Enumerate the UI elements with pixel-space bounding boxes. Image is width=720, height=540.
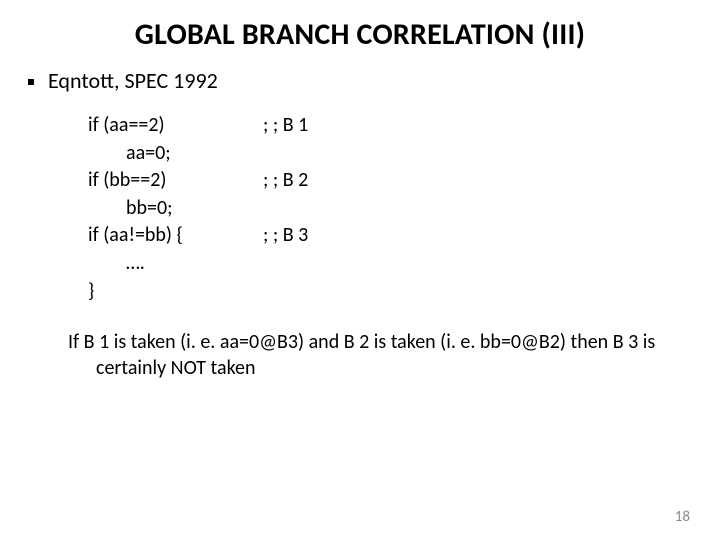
page-number: 18 <box>675 508 690 526</box>
code-row: bb=0; <box>88 195 680 223</box>
bullet-item: Eqntott, SPEC 1992 <box>40 67 680 94</box>
code-comment: ; ; B 2 <box>263 167 308 195</box>
code-comment: ; ; B 1 <box>263 112 308 140</box>
code-row: if (bb==2) ; ; B 2 <box>88 167 680 195</box>
explanation-text: If B 1 is taken (i. e. aa=0@B3) and B 2 … <box>68 329 680 381</box>
code-stmt: bb=0; <box>88 195 263 223</box>
code-stmt: if (aa==2) <box>88 112 263 140</box>
code-stmt: if (bb==2) <box>88 167 263 195</box>
bullet-dot-icon <box>28 79 34 85</box>
code-row: if (aa==2) ; ; B 1 <box>88 112 680 140</box>
code-stmt: aa=0; <box>88 140 263 168</box>
code-row: …. <box>88 250 680 278</box>
bullet-text: Eqntott, SPEC 1992 <box>48 67 218 94</box>
code-stmt: …. <box>88 250 263 278</box>
code-row: if (aa!=bb) { ; ; B 3 <box>88 222 680 250</box>
slide: GLOBAL BRANCH CORRELATION (III) Eqntott,… <box>0 0 720 540</box>
code-row: aa=0; <box>88 140 680 168</box>
code-row: } <box>88 278 680 306</box>
code-stmt: } <box>88 278 263 306</box>
code-block: if (aa==2) ; ; B 1 aa=0; if (bb==2) ; ; … <box>88 112 680 305</box>
code-comment: ; ; B 3 <box>263 222 308 250</box>
slide-title: GLOBAL BRANCH CORRELATION (III) <box>40 16 680 53</box>
code-stmt: if (aa!=bb) { <box>88 222 263 250</box>
